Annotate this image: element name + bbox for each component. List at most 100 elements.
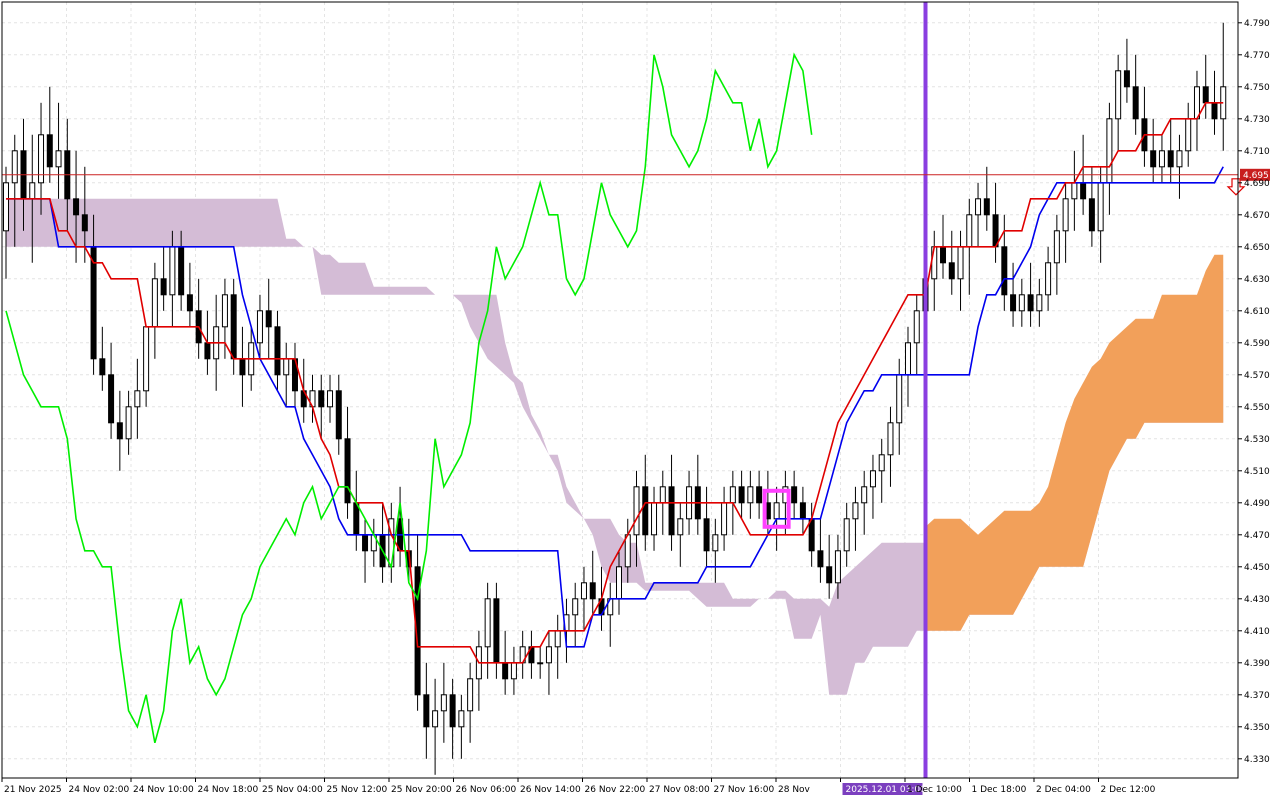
x-label-highlight xyxy=(842,783,923,795)
y-tick-label: 4.370 xyxy=(1244,691,1270,701)
candle-bull xyxy=(1045,262,1052,296)
y-tick-label: 4.630 xyxy=(1244,275,1270,285)
y-tick-label: 4.570 xyxy=(1244,371,1270,381)
candle-bull xyxy=(852,502,859,520)
candle-bear xyxy=(230,294,237,360)
candle-bear xyxy=(1080,182,1087,200)
highlight-box xyxy=(762,488,791,529)
candle-bear xyxy=(589,582,596,600)
y-tick-label: 4.410 xyxy=(1244,627,1270,637)
x-tick-label: 1 Dec 18:00 xyxy=(972,785,1027,795)
x-tick-label: 24 Nov 02:00 xyxy=(69,785,130,795)
candle-bear xyxy=(940,246,947,264)
candle-bear xyxy=(160,278,167,296)
x-tick-label: 25 Nov 20:00 xyxy=(391,785,452,795)
candle-bull xyxy=(432,710,439,728)
candle-bear xyxy=(799,502,806,520)
candle-bear xyxy=(274,326,281,376)
x-tick-label: 2 Dec 12:00 xyxy=(1101,785,1156,795)
x-tick-label: 24 Nov 18:00 xyxy=(198,785,259,795)
candle-bull xyxy=(966,214,973,248)
x-tick-label: 1 Dec 10:00 xyxy=(907,785,962,795)
kijun-sen-line xyxy=(6,166,1224,648)
candle-bull xyxy=(913,310,920,344)
cloud-bearish xyxy=(6,198,1224,695)
candle-bear xyxy=(344,438,351,504)
candle-bear xyxy=(756,486,763,504)
x-tick-label: 24 Nov 10:00 xyxy=(133,785,194,795)
candle-bear xyxy=(204,342,211,360)
candle-bull xyxy=(896,374,903,424)
candle-bull xyxy=(1115,70,1122,120)
candle-bull xyxy=(1097,182,1104,232)
y-tick-label: 4.670 xyxy=(1244,211,1270,221)
candle-bull xyxy=(458,710,465,728)
y-tick-label: 4.650 xyxy=(1244,243,1270,253)
y-tick-label: 4.770 xyxy=(1244,51,1270,61)
candle-bull xyxy=(484,598,491,648)
price-tag-label: 4.695 xyxy=(1243,171,1269,181)
candle-bear xyxy=(502,662,509,680)
candle-bear xyxy=(1123,70,1130,88)
x-tick-label: 26 Nov 14:00 xyxy=(520,785,581,795)
y-tick-label: 4.490 xyxy=(1244,499,1270,509)
candle-bear xyxy=(703,518,710,552)
grid-layer xyxy=(1,2,1238,778)
y-tick-label: 4.510 xyxy=(1244,467,1270,477)
candle-bear xyxy=(1150,150,1157,168)
candle-bear xyxy=(1167,150,1174,168)
candle-bull xyxy=(931,246,938,280)
candle-bear xyxy=(983,198,990,216)
candle-bear xyxy=(116,422,123,440)
candle-bull xyxy=(221,294,228,328)
candle-bear xyxy=(99,358,106,376)
candle-bull xyxy=(55,150,62,168)
y-tick-label: 4.610 xyxy=(1244,307,1270,317)
x-tick-label: 26 Nov 22:00 xyxy=(585,785,646,795)
y-tick-label: 4.450 xyxy=(1244,563,1270,573)
candle-bear xyxy=(826,566,833,584)
candle-bear xyxy=(449,694,456,728)
x-tick-label: 25 Nov 12:00 xyxy=(327,785,388,795)
candle-bear xyxy=(948,262,955,280)
x-tick-label: 27 Nov 08:00 xyxy=(649,785,710,795)
candle-bear xyxy=(1088,198,1095,232)
candle-bull xyxy=(125,406,132,440)
candle-bear xyxy=(817,550,824,568)
candle-bull xyxy=(283,358,290,376)
candle-bear xyxy=(178,246,185,296)
candle-bull xyxy=(1106,118,1113,184)
candle-bull xyxy=(834,550,841,584)
y-tick-label: 4.790 xyxy=(1244,19,1270,29)
candle-bear xyxy=(108,374,115,424)
x-tick-label: 26 Nov 06:00 xyxy=(456,785,517,795)
plot-border xyxy=(1,1,1239,779)
candle-bull xyxy=(1071,182,1078,200)
candle-bear xyxy=(318,390,325,408)
price-axis: 4.790 4.770 4.750 4.730 4.710 4.690 4.670 4.650… xyxy=(1238,19,1270,765)
candle-bear xyxy=(642,486,649,536)
candle-bull xyxy=(1176,150,1183,168)
kumo-cloud xyxy=(6,198,1224,695)
candle-bull xyxy=(887,422,894,456)
chikou-span-line xyxy=(5,52,813,744)
candle-bull xyxy=(843,518,850,552)
candle-bull xyxy=(1158,150,1165,168)
candle-bear xyxy=(414,566,421,696)
candle-bear xyxy=(335,390,342,440)
markers: 4.695 xyxy=(2,2,1270,778)
candle-bull xyxy=(510,662,517,680)
candle-bull xyxy=(616,566,622,600)
y-tick-label: 4.730 xyxy=(1244,115,1270,125)
candle-bear xyxy=(1202,86,1209,104)
candle-bull xyxy=(151,278,158,328)
candle-bull xyxy=(975,198,982,216)
candle-bear xyxy=(362,534,369,552)
candle-bull xyxy=(677,518,684,536)
candle-bear xyxy=(239,358,246,376)
x-tick-label: 2 Dec 04:00 xyxy=(1036,785,1091,795)
candle-bull xyxy=(143,326,150,392)
candle-bear xyxy=(423,694,430,728)
